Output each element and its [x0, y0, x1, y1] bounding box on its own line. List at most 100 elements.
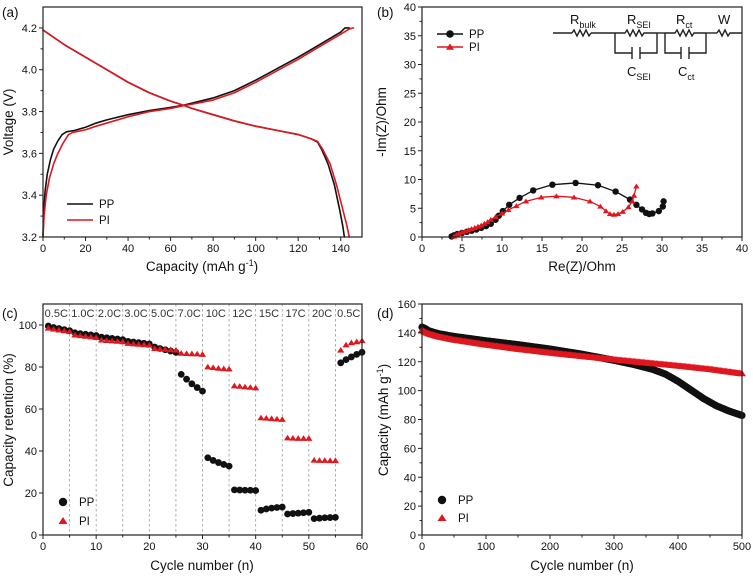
data-point-pi	[586, 198, 594, 204]
data-point-pp	[326, 514, 334, 521]
series-pp-discharge-curve	[42, 29, 346, 238]
circuit-label-rbulk: Rbulk	[570, 12, 596, 30]
x-tick-label: 10	[90, 541, 102, 553]
panel-d-label: (d)	[377, 306, 394, 321]
data-point-pi	[214, 365, 223, 371]
data-point-pp	[572, 179, 579, 187]
y-tick-label: 4.2	[22, 23, 37, 35]
circuit-warburg-w	[716, 28, 742, 38]
legend-label: PI	[458, 513, 469, 525]
data-point-pp	[594, 182, 602, 189]
panel-a-x-axis-title: Capacity (mAh g-1)	[146, 258, 258, 274]
y-tick-label: 120	[398, 357, 416, 369]
data-point-pi	[209, 364, 217, 371]
data-point-pi	[492, 213, 499, 220]
data-point-pi	[140, 341, 148, 348]
data-point-pi	[321, 457, 329, 463]
legend-marker-circle	[437, 495, 447, 505]
x-tick-label: 140	[332, 243, 350, 255]
legend-marker-circle	[58, 497, 68, 507]
data-point-pi	[629, 198, 636, 204]
data-point-pi	[625, 204, 632, 210]
data-point-pi	[337, 346, 345, 353]
x-tick-label: 120	[289, 243, 307, 255]
y-tick-label: 35	[404, 31, 416, 43]
legend-label: PP	[458, 495, 474, 507]
circuit-label-w: W	[718, 12, 731, 27]
x-tick-label: 50	[303, 541, 315, 553]
legend-label: PI	[99, 215, 110, 227]
y-tick-label: 10	[404, 175, 416, 187]
y-tick-label: 0	[410, 232, 416, 244]
data-point-pi	[538, 194, 545, 200]
data-point-pi	[273, 415, 281, 422]
x-tick-label: 0	[40, 243, 46, 255]
data-point-pp	[655, 207, 662, 215]
x-tick-label: 5	[459, 243, 465, 255]
x-tick-label: 20	[79, 243, 91, 255]
data-point-pi	[262, 415, 270, 421]
circuit-capacitor-cct	[680, 47, 690, 59]
y-tick-label: 5	[410, 203, 416, 215]
data-point-pi	[182, 350, 191, 356]
data-point-pi	[236, 383, 244, 389]
panel-b-x-axis-title: Re(Z)/Ohm	[548, 259, 616, 274]
data-point-pi	[342, 341, 350, 348]
y-tick-label: 40	[404, 2, 416, 14]
data-point-pp	[215, 459, 222, 466]
x-tick-label: 20	[576, 243, 588, 255]
series-pi-charge-curve	[42, 27, 355, 238]
x-tick-label: 80	[207, 243, 219, 255]
data-point-pi	[188, 350, 196, 357]
data-point-pi	[129, 340, 137, 347]
rate-label: 10C	[206, 308, 226, 320]
legend-label: PP	[79, 497, 95, 509]
panel-c-legend: PP PI	[58, 497, 95, 528]
panel-a-plot-frame	[42, 6, 363, 238]
data-point-pi	[513, 203, 520, 209]
panel-c-rate-capability-chart: (c) 0.5C 1.0C 2.0C 3.0C 5.0C 7.0C 10C 12C 15C 17C…	[1, 303, 368, 573]
data-point-pi	[481, 220, 488, 226]
rate-label: 12C	[232, 308, 252, 320]
data-point-pp	[549, 181, 556, 188]
data-point-pp	[284, 510, 291, 518]
data-point-pp	[220, 461, 228, 468]
panel-c-axes: 0 10 20 30 40 50 60 0 20 40 60 80 100	[19, 320, 368, 553]
x-tick-label: 60	[356, 541, 368, 553]
y-tick-label: 40	[25, 446, 37, 458]
circuit-label-rsei: RSEI	[627, 12, 651, 30]
panel-b-data	[448, 179, 667, 240]
panel-a-axes: 0 20 40 60 80 100 120 140 3.2 3.4 3.6 3.8 4.0 4.2	[22, 23, 350, 255]
x-tick-label: 500	[733, 541, 751, 553]
circuit-label-cct: Cct	[678, 64, 695, 82]
rate-label: 20C	[312, 308, 332, 320]
data-point-pi	[156, 345, 164, 352]
data-point-pi	[299, 435, 308, 441]
data-point-pp	[268, 504, 276, 512]
data-point-pp	[342, 356, 350, 364]
y-tick-label: 3.8	[22, 107, 37, 119]
legend-marker-triangle	[58, 516, 68, 525]
data-point-pi	[633, 183, 640, 189]
legend-label: PI	[469, 42, 480, 54]
legend-entry-pp: PP	[437, 29, 485, 41]
data-point-pi	[55, 326, 63, 333]
circuit-resistor-rbulk	[571, 28, 592, 38]
data-point-pi	[193, 350, 201, 357]
panel-d-data	[418, 323, 746, 420]
x-tick-label: 15	[536, 243, 548, 255]
data-point-pi	[268, 415, 276, 422]
legend-entry-pi: PI	[437, 42, 480, 54]
legend-marker-triangle	[446, 43, 454, 50]
data-point-pp	[278, 503, 286, 511]
x-tick-label: 60	[164, 243, 176, 255]
rate-label: 1.0C	[71, 308, 94, 320]
data-point-pi	[172, 346, 180, 353]
data-point-pi	[315, 457, 324, 463]
y-tick-label: 3.6	[22, 148, 37, 160]
y-tick-label: 140	[398, 328, 416, 340]
panel-b-nyquist-chart: (b) 0 5 10 15 20 25 30 35 40 0 5 10 15 20 25 30 35 40 Re(…	[374, 2, 748, 274]
data-point-pp	[241, 486, 249, 494]
data-point-pi	[484, 219, 491, 225]
